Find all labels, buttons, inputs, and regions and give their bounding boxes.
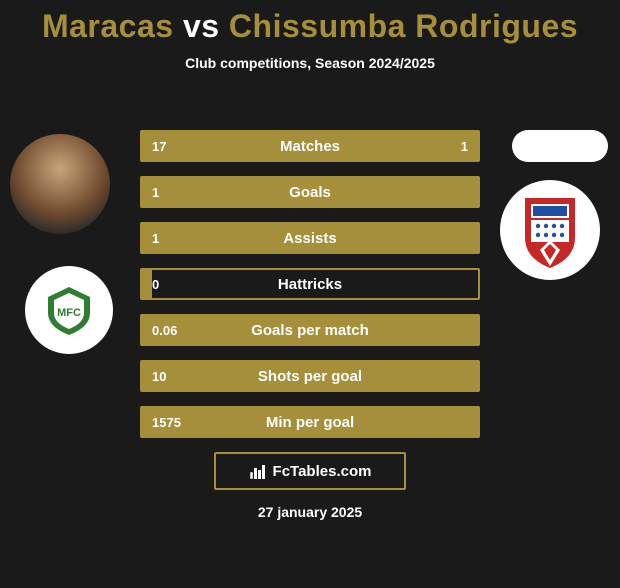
player1-club-badge: MFC — [25, 266, 113, 354]
player2-club-badge — [500, 180, 600, 280]
stat-row: 1 Assists — [140, 222, 480, 254]
stat-left-value: 1 — [152, 185, 159, 200]
stat-label: Goals per match — [251, 322, 369, 339]
player2-name: Chissumba Rodrigues — [229, 8, 578, 44]
stat-left-value: 1575 — [152, 415, 181, 430]
stat-left-value: 1 — [152, 231, 159, 246]
stat-left-value: 17 — [152, 139, 166, 154]
player2-avatar — [512, 130, 608, 162]
brand-text: FcTables.com — [273, 463, 372, 480]
stat-right-value: 1 — [461, 139, 468, 154]
subtitle: Club competitions, Season 2024/2025 — [0, 55, 620, 71]
stat-left-value: 10 — [152, 369, 166, 384]
stat-row: 0.06 Goals per match — [140, 314, 480, 346]
date-text: 27 january 2025 — [258, 504, 362, 520]
stat-row: 1575 Min per goal — [140, 406, 480, 438]
vs-text: vs — [183, 8, 220, 44]
stat-label: Assists — [283, 230, 336, 247]
svg-text:MFC: MFC — [57, 307, 81, 319]
stat-row: 17 Matches 1 — [140, 130, 480, 162]
comparison-title: Maracas vs Chissumba Rodrigues — [0, 8, 620, 45]
stat-label: Goals — [289, 184, 331, 201]
braga-badge-icon — [515, 190, 585, 270]
stat-label: Shots per goal — [258, 368, 362, 385]
stat-row: 1 Goals — [140, 176, 480, 208]
stat-left-value: 0 — [152, 277, 159, 292]
stat-row: 0 Hattricks — [140, 268, 480, 300]
player1-name: Maracas — [42, 8, 174, 44]
stats-table: 17 Matches 1 1 Goals 1 Assists 0 Hattricks 0.06 Go… — [140, 130, 480, 438]
brand-box[interactable]: FcTables.com — [214, 452, 406, 490]
stat-label: Hattricks — [278, 276, 342, 293]
chart-icon — [249, 462, 267, 480]
stat-label: Matches — [280, 138, 340, 155]
moreirense-badge-icon: MFC — [42, 283, 96, 337]
stat-row: 10 Shots per goal — [140, 360, 480, 392]
stat-label: Min per goal — [266, 414, 354, 431]
stat-left-value: 0.06 — [152, 323, 177, 338]
stat-fill — [142, 270, 152, 298]
player1-avatar — [10, 134, 110, 234]
